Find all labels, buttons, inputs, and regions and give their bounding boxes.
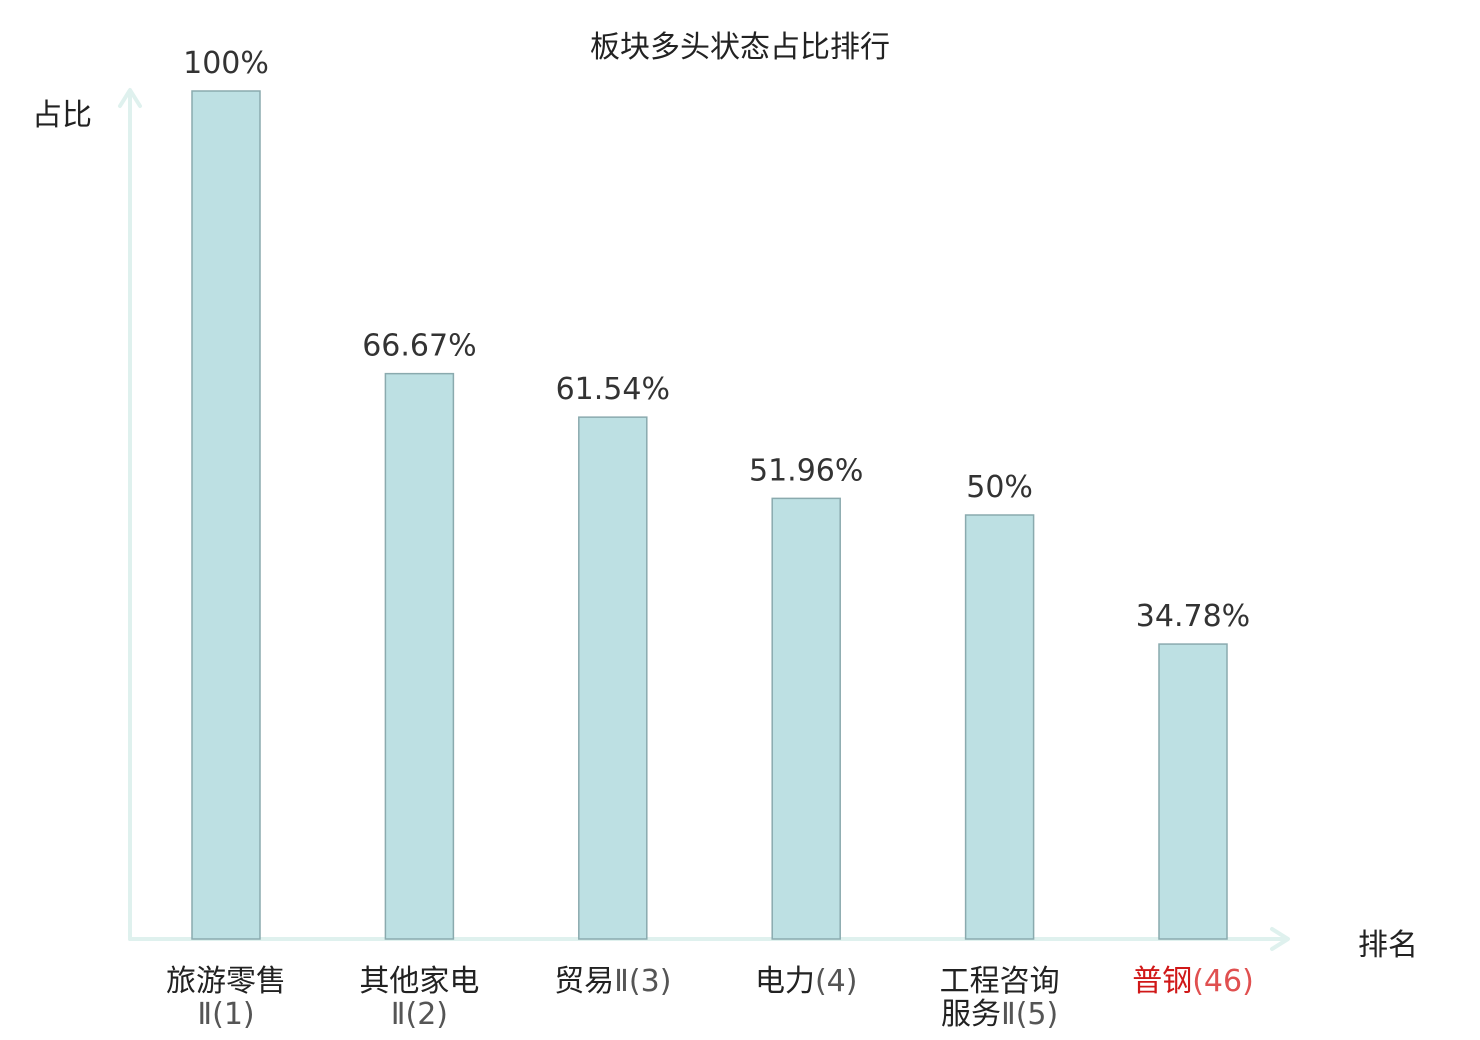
value-label-5: 50% — [966, 470, 1033, 505]
bars-group — [191, 90, 1228, 940]
value-label-4: 51.96% — [749, 453, 863, 488]
bar-6 — [1158, 643, 1228, 940]
chart-title: 板块多头状态占比排行 — [590, 30, 890, 65]
category-name: 工程咨询 — [939, 964, 1060, 999]
category-code: Ⅱ(1) — [197, 997, 255, 1032]
category-label-5: 工程咨询 服务Ⅱ(5) — [900, 965, 1100, 1031]
category-label-2: 其他家电 Ⅱ(2) — [319, 965, 519, 1031]
category-name-cont: 服务 — [940, 997, 1001, 1032]
category-code: Ⅱ(3) — [614, 964, 672, 999]
axes — [118, 88, 1290, 951]
value-label-3: 61.54% — [556, 372, 670, 407]
category-code: (46) — [1192, 964, 1254, 999]
category-label-3: 贸易Ⅱ(3) — [513, 965, 713, 998]
bar-5 — [964, 514, 1035, 940]
category-code: (4) — [814, 964, 858, 999]
value-labels-group: 100% 66.67% 61.54% 51.96% 50% 34.78% — [183, 46, 1250, 634]
category-code: Ⅱ(2) — [390, 997, 449, 1032]
category-name: 其他家电 — [359, 964, 480, 999]
value-label-1: 100% — [183, 46, 269, 81]
y-axis-label: 占比 — [32, 98, 92, 133]
category-name: 贸易 — [554, 964, 615, 999]
category-label-1: 旅游零售 Ⅱ(1) — [126, 965, 326, 1031]
bar-4 — [771, 497, 841, 940]
value-label-2: 66.67% — [362, 329, 476, 364]
category-label-6: 普钢(46) — [1093, 965, 1293, 998]
bar-2 — [384, 372, 455, 940]
value-label-6: 34.78% — [1136, 599, 1250, 634]
category-name: 旅游零售 — [166, 964, 286, 999]
x-axis-label: 排名 — [1358, 928, 1418, 963]
x-axis-arrowhead — [1270, 927, 1290, 951]
category-name: 普钢 — [1132, 964, 1193, 999]
bar-1 — [191, 90, 261, 940]
bar-3 — [578, 416, 648, 940]
category-label-4: 电力(4) — [706, 965, 906, 998]
y-axis-arrowhead — [118, 88, 142, 108]
category-code: Ⅱ(5) — [1000, 997, 1059, 1032]
category-name: 电力 — [754, 964, 815, 999]
